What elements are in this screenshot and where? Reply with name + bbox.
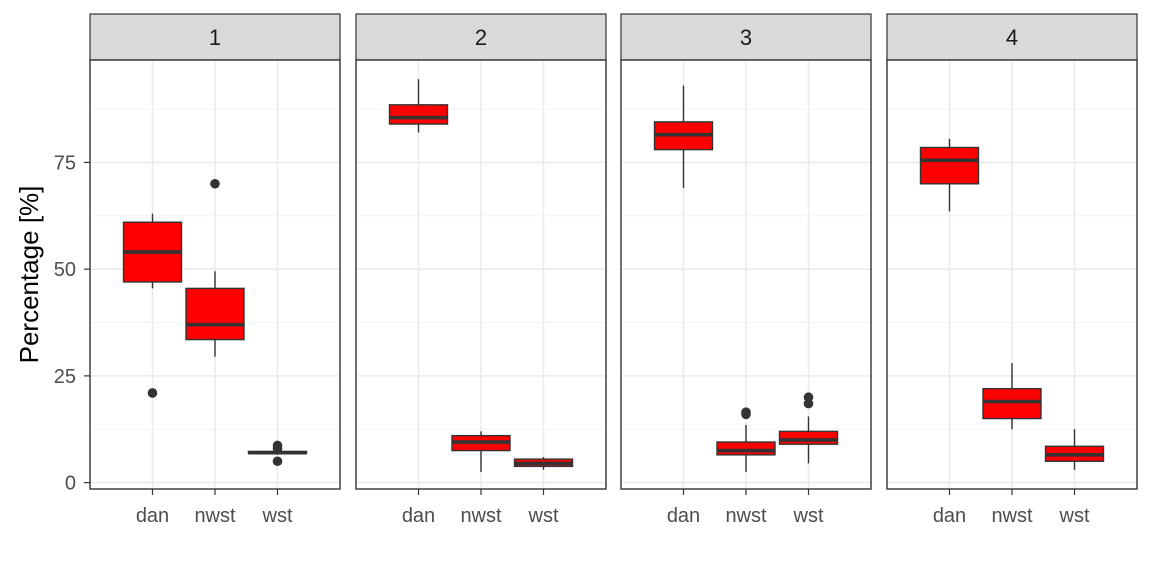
box-dan — [388, 79, 449, 133]
facet-strip-label: 3 — [740, 25, 752, 50]
box-iqr — [185, 287, 245, 341]
box-iqr — [919, 146, 980, 185]
x-tick-label: wst — [528, 505, 559, 527]
facet-strip — [355, 13, 607, 61]
facet-panel-3: 3 dan nwst wst — [620, 13, 872, 527]
box-iqr — [982, 387, 1042, 420]
facet-strip — [886, 13, 1138, 61]
outlier-point — [147, 388, 158, 398]
x-tick-label: dan — [136, 505, 169, 527]
box-nwst — [716, 407, 776, 472]
facet-strip — [620, 13, 872, 61]
outlier-point — [272, 456, 283, 467]
y-tick-label: 25 — [54, 366, 76, 388]
y-tick-label: 0 — [65, 473, 76, 495]
x-tick-label: dan — [402, 505, 435, 527]
facet-strip-label: 4 — [1006, 25, 1018, 50]
box-dan — [122, 213, 183, 398]
box-wst — [513, 456, 574, 470]
y-tick-label: 75 — [54, 152, 76, 174]
box-dan — [919, 138, 980, 212]
facet-strip — [89, 13, 341, 61]
box-nwst — [451, 431, 511, 472]
box-wst — [1044, 429, 1105, 470]
facet-strip-label: 1 — [209, 25, 221, 50]
y-axis-title: Percentage [%] — [14, 186, 44, 364]
x-tick-label: nwst — [991, 505, 1033, 527]
box-iqr — [388, 104, 449, 125]
facet-panel-2: 2 dan nwst wst — [355, 13, 607, 527]
box-wst — [778, 392, 839, 464]
x-tick-label: nwst — [460, 505, 502, 527]
x-tick-label: wst — [1059, 505, 1090, 527]
box-iqr — [716, 441, 776, 456]
outlier-point — [803, 392, 814, 403]
x-tick-label: wst — [262, 505, 293, 527]
outlier-point — [210, 178, 220, 189]
box-dan — [653, 85, 714, 189]
x-tick-label: nwst — [725, 505, 767, 527]
x-tick-label: dan — [667, 505, 700, 527]
outlier-point — [272, 440, 283, 451]
box-iqr — [778, 430, 839, 445]
box-nwst — [982, 363, 1042, 430]
box-nwst — [185, 178, 245, 357]
outlier-point — [741, 407, 751, 417]
box-wst — [247, 440, 308, 467]
facet-panel-4: 4 dan nwst wst — [886, 13, 1138, 527]
x-tick-label: nwst — [194, 505, 236, 527]
y-tick-label: 50 — [54, 259, 76, 281]
facet-panel-1: 1 dan nwst wst — [89, 13, 341, 527]
facet-strip-label: 2 — [475, 25, 487, 50]
x-tick-label: wst — [793, 505, 824, 527]
x-tick-label: dan — [933, 505, 966, 527]
